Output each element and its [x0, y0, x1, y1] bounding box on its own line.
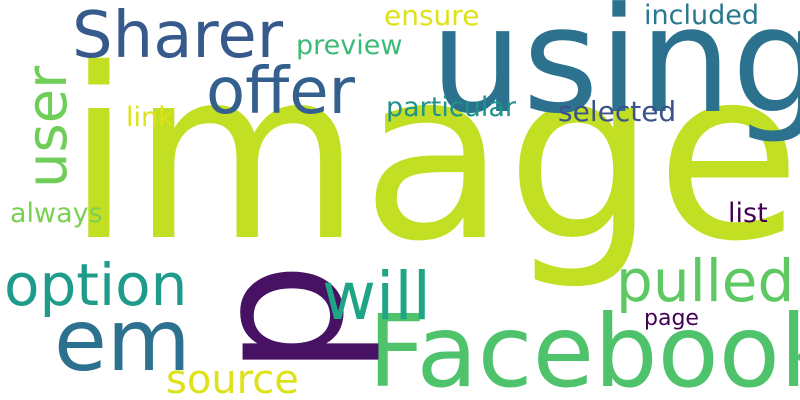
word-em: em: [54, 291, 191, 391]
word-link: link: [126, 102, 174, 133]
word-always: always: [10, 198, 103, 229]
word-list: list: [728, 198, 768, 229]
word-pulled: pulled: [616, 247, 795, 315]
word-using: using: [430, 0, 800, 146]
word-source: source: [166, 357, 299, 400]
word-selected: selected: [558, 95, 677, 128]
word-offer: offer: [206, 55, 355, 129]
word-user: user: [15, 65, 80, 188]
word-ensure: ensure: [384, 0, 480, 32]
word-page: page: [644, 306, 699, 331]
word-will: will: [322, 258, 431, 335]
word-particular: particular: [386, 92, 516, 123]
word-image: image: [66, 18, 800, 293]
word-sharer: Sharer: [72, 0, 283, 73]
word-preview: preview: [296, 30, 403, 61]
word-included: included: [644, 0, 759, 31]
word-facebook: Facebook: [368, 293, 800, 400]
word-option: option: [4, 251, 188, 319]
